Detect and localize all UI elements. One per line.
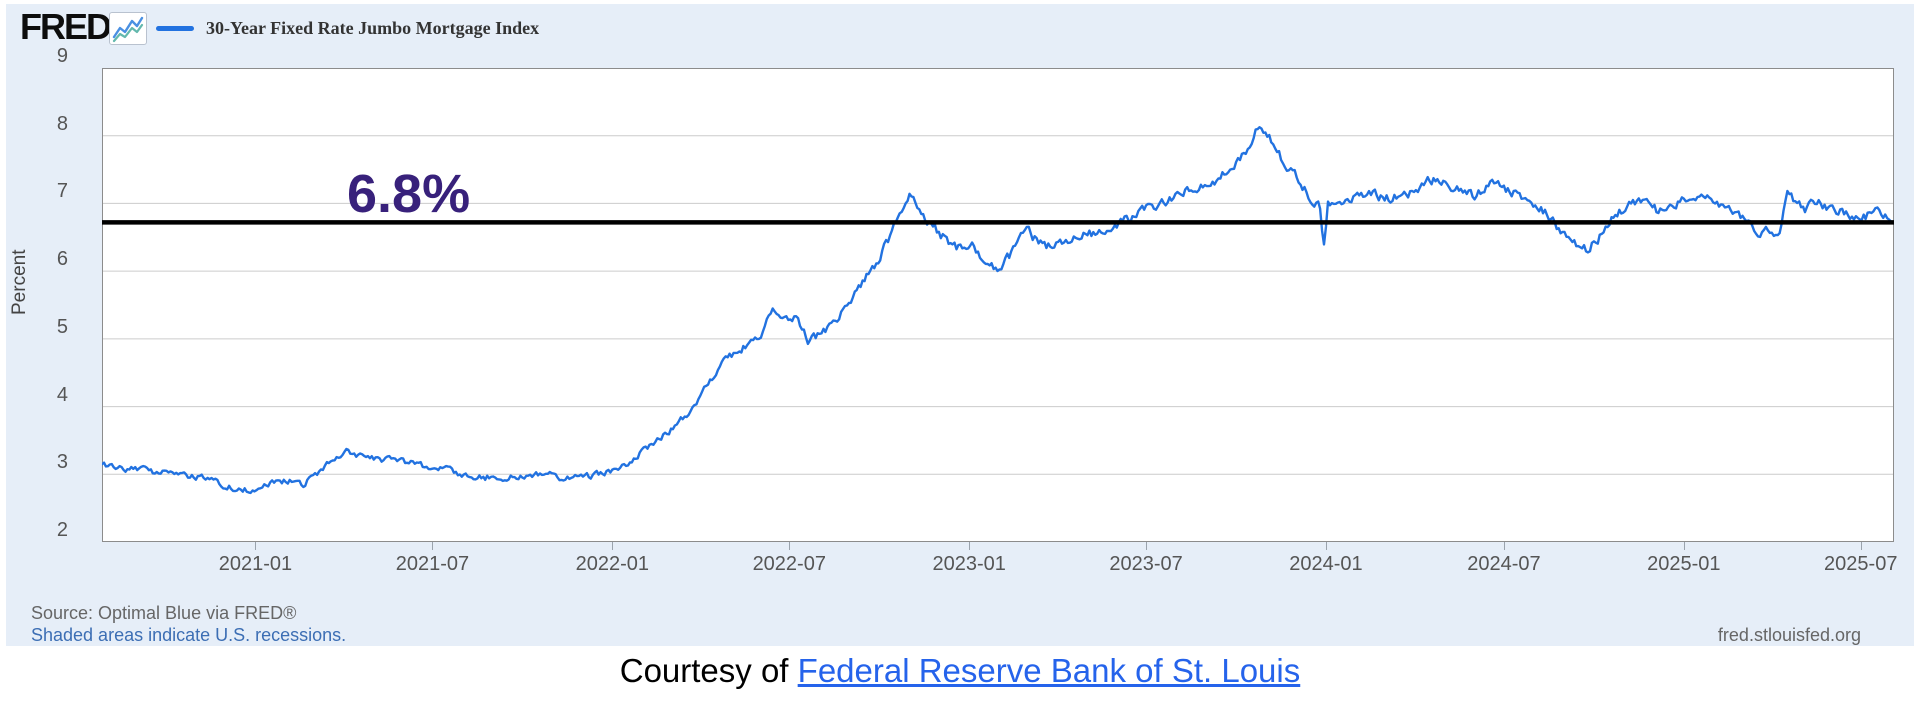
y-tick-label: 4 xyxy=(56,383,68,406)
x-tick-mark xyxy=(432,542,434,550)
y-tick-label: 6 xyxy=(56,248,68,271)
y-tick-label: 2 xyxy=(56,519,68,541)
line-chart-icon xyxy=(109,12,147,45)
x-tick-mark xyxy=(1503,542,1505,550)
legend: 30-Year Fixed Rate Jumbo Mortgage Index xyxy=(156,16,539,40)
legend-label: 30-Year Fixed Rate Jumbo Mortgage Index xyxy=(206,17,540,38)
recessions-note-link[interactable]: Shaded areas indicate U.S. recessions. xyxy=(31,625,347,645)
fred-site-label: fred.stlouisfed.org xyxy=(1717,625,1861,645)
chart-panel: FRED® 30-Year Fixed Rate Jumbo Mortgage … xyxy=(6,4,1914,646)
x-tick-label: 2024-07 xyxy=(1467,553,1541,575)
y-tick-label: 3 xyxy=(56,451,68,474)
x-tick-mark xyxy=(612,542,614,550)
x-tick-label: 2022-01 xyxy=(575,553,650,575)
source-label: Source: Optimal Blue via FRED® xyxy=(31,603,297,623)
y-tick-label: 7 xyxy=(56,180,68,203)
y-tick-label: 5 xyxy=(56,315,68,338)
x-tick-mark xyxy=(789,542,791,550)
x-tick-mark xyxy=(1325,542,1327,550)
y-axis-title: Percent xyxy=(9,249,30,315)
x-tick-mark xyxy=(1860,542,1862,550)
courtesy-prefix: Courtesy of xyxy=(619,652,798,689)
x-tick-label: 2023-01 xyxy=(932,553,1006,575)
x-tick-mark xyxy=(1146,542,1148,550)
courtesy-line: Courtesy of Federal Reserve Bank of St. … xyxy=(0,651,1920,691)
x-tick-label: 2021-07 xyxy=(395,553,470,575)
x-tick-mark xyxy=(255,542,257,550)
y-tick-label: 8 xyxy=(56,112,68,135)
plot-area xyxy=(100,68,1895,542)
x-tick-label: 2025-07 xyxy=(1824,553,1898,575)
legend-line-swatch xyxy=(156,25,194,31)
x-tick-mark xyxy=(969,542,971,550)
x-tick-label: 2022-07 xyxy=(752,553,826,575)
x-tick-label: 2023-07 xyxy=(1109,553,1183,575)
x-tick-label: 2024-01 xyxy=(1289,553,1363,575)
rate-annotation: 6.8% xyxy=(347,164,471,224)
line-chart xyxy=(100,68,1895,542)
x-tick-label: 2021-01 xyxy=(218,553,293,575)
x-tick-label: 2025-01 xyxy=(1647,553,1721,575)
y-tick-label: 9 xyxy=(56,45,68,67)
courtesy-link[interactable]: Federal Reserve Bank of St. Louis xyxy=(797,652,1301,689)
x-tick-mark xyxy=(1683,542,1685,550)
